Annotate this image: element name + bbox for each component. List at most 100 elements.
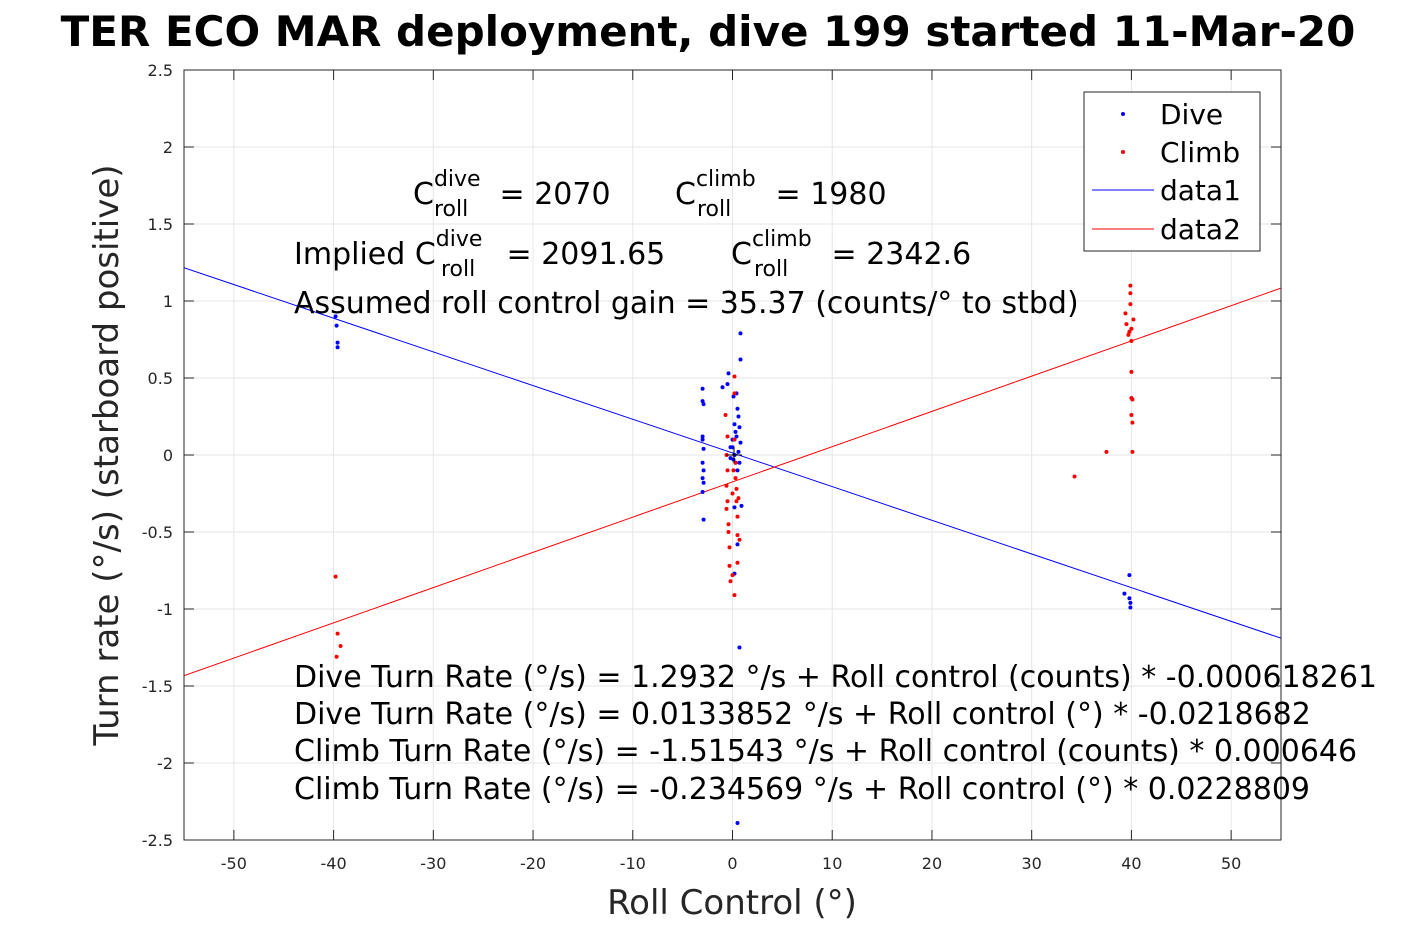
data-point-climb — [736, 496, 741, 501]
data-point-dive — [728, 456, 733, 461]
data-point-climb — [734, 486, 739, 491]
data-point-climb — [1072, 474, 1077, 479]
x-tick-label: -20 — [520, 854, 546, 873]
data-point-climb — [1127, 329, 1132, 334]
data-point-dive — [700, 434, 705, 439]
x-tick-label: 40 — [1121, 854, 1141, 873]
data-point-dive — [700, 399, 705, 404]
data-point-climb — [1129, 412, 1134, 417]
data-point-dive — [1128, 600, 1133, 605]
x-tick-label: -10 — [620, 854, 646, 873]
data-point-dive — [334, 323, 339, 328]
data-point-dive — [738, 440, 743, 445]
annotation-equation-climb-degrees: Climb Turn Rate (°/s) = -0.234569 °/s + … — [294, 772, 1310, 807]
data-point-climb — [728, 579, 733, 584]
annotation-equation-climb-counts: Climb Turn Rate (°/s) = -1.51543 °/s + R… — [294, 734, 1357, 769]
data-point-dive — [701, 517, 706, 522]
data-point-climb — [731, 468, 736, 473]
data-point-climb — [732, 593, 737, 598]
x-tick-label: 50 — [1221, 854, 1241, 873]
y-tick-label: 0.5 — [148, 369, 173, 388]
data-point-climb — [1131, 317, 1136, 322]
data-point-dive — [735, 406, 740, 411]
data-point-dive — [333, 314, 338, 319]
axis-ticks: -50 -40 -30 -20 -10 0 10 20 30 40 50 2.5 2 1.5 1 0.5 0 -0… — [142, 61, 1281, 873]
data-point-climb — [730, 573, 735, 578]
y-tick-label: 0 — [163, 446, 173, 465]
annotation-implied-c-roll-climb: Cclimb roll = 2342.6 — [731, 227, 971, 282]
data-point-dive — [737, 425, 742, 430]
data-point-dive — [737, 645, 742, 650]
data-point-dive — [733, 429, 738, 434]
data-point-climb — [1129, 369, 1134, 374]
y-tick-label: 1 — [163, 292, 173, 311]
data-point-dive — [700, 489, 705, 494]
data-point-dive — [701, 402, 706, 407]
legend-label-dive: Dive — [1160, 98, 1223, 131]
data-point-climb — [732, 374, 737, 379]
legend-marker-dive — [1121, 112, 1125, 116]
y-tick-label: -2.5 — [142, 831, 173, 850]
data-point-climb — [730, 491, 735, 496]
fit-line-data1 — [184, 267, 1281, 639]
data-point-dive — [700, 460, 705, 465]
data-point-climb — [732, 391, 737, 396]
legend-box — [1083, 91, 1261, 252]
x-tick-label: 0 — [727, 854, 737, 873]
legend: Dive Climb data1 data2 — [1083, 91, 1261, 252]
annotation-equation-dive-counts: Dive Turn Rate (°/s) = 1.2932 °/s + Roll… — [294, 660, 1377, 695]
data-point-climb — [727, 563, 732, 568]
data-point-dive — [736, 449, 741, 454]
data-point-climb — [726, 530, 731, 534]
data-point-climb — [1128, 291, 1133, 296]
data-point-climb — [724, 483, 729, 488]
data-point-climb — [1130, 420, 1135, 425]
data-point-climb — [724, 506, 729, 511]
data-point-climb — [335, 631, 340, 636]
data-point-dive — [732, 505, 737, 510]
data-point-climb — [1124, 322, 1129, 327]
data-point-dive — [335, 340, 340, 345]
y-tick-label: -1.5 — [142, 677, 173, 696]
data-point-climb — [735, 560, 740, 565]
data-point-climb — [1128, 302, 1133, 307]
data-point-climb — [1130, 397, 1135, 402]
data-point-dive — [737, 460, 742, 465]
fit-lines — [184, 267, 1281, 677]
annotation-roll-gain: Assumed roll control gain = 35.37 (count… — [294, 286, 1079, 321]
data-point-climb — [723, 412, 728, 417]
x-axis-label: Roll Control (°) — [607, 883, 857, 923]
data-point-climb — [725, 468, 730, 473]
fit-line-data2 — [184, 287, 1281, 677]
data-point-dive — [739, 503, 744, 508]
data-point-climb — [1130, 449, 1135, 454]
x-tick-label: 10 — [822, 854, 842, 873]
annotation-equation-dive-degrees: Dive Turn Rate (°/s) = 0.0133852 °/s + R… — [294, 697, 1311, 732]
legend-label-data2: data2 — [1160, 213, 1241, 246]
x-tick-label: 20 — [922, 854, 942, 873]
data-point-dive — [738, 357, 743, 362]
x-tick-label: -40 — [321, 854, 347, 873]
data-point-climb — [1104, 449, 1109, 454]
data-point-climb — [1123, 311, 1128, 316]
legend-label-climb: Climb — [1160, 136, 1240, 169]
data-point-dive — [1127, 596, 1132, 601]
data-point-climb — [727, 545, 732, 550]
data-point-dive — [731, 394, 736, 399]
data-point-dive — [701, 480, 706, 485]
data-point-dive — [701, 446, 706, 451]
x-tick-label: 30 — [1022, 854, 1042, 873]
y-axis-label: Turn rate (°/s) (starboard positive) — [87, 164, 127, 746]
axes-box — [183, 69, 1282, 841]
x-tick-label: -50 — [221, 854, 247, 873]
data-point-climb — [333, 574, 338, 579]
data-point-dive — [700, 437, 705, 442]
y-tick-label: -0.5 — [142, 523, 173, 542]
legend-marker-climb — [1121, 150, 1125, 154]
chart-title: TER ECO MAR deployment, dive 199 started… — [61, 7, 1356, 56]
data-point-climb — [737, 537, 742, 542]
y-tick-label: 1.5 — [148, 215, 173, 234]
data-point-climb — [734, 499, 739, 504]
